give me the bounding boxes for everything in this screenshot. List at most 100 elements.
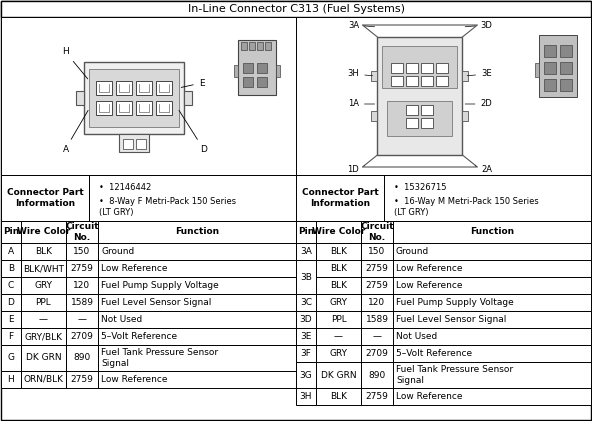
Text: Fuel Tank Pressure Sensor
Signal: Fuel Tank Pressure Sensor Signal [101, 348, 218, 368]
Text: 2759: 2759 [366, 281, 388, 290]
Text: •  15326715: • 15326715 [394, 184, 446, 192]
Bar [1, 311, 21, 328]
Bar [316, 345, 361, 362]
Text: •  12146442: • 12146442 [99, 184, 151, 192]
Bar [1, 277, 21, 294]
Text: 3F: 3F [301, 349, 311, 358]
Bar [98, 294, 296, 311]
Text: 1A: 1A [348, 99, 375, 109]
Text: Fuel Pump Supply Voltage: Fuel Pump Supply Voltage [396, 298, 514, 307]
Text: Not Used: Not Used [101, 315, 142, 324]
Bar [66, 294, 98, 311]
Text: GRY: GRY [330, 349, 348, 358]
Bar [1, 221, 21, 243]
Text: Low Reference: Low Reference [101, 264, 168, 273]
Bar [1, 328, 21, 345]
Text: 5–Volt Reference: 5–Volt Reference [101, 332, 177, 341]
Bar [296, 243, 316, 260]
Text: 1D: 1D [348, 165, 365, 173]
Bar [88, 69, 179, 127]
Bar [1, 17, 296, 175]
Bar [361, 328, 393, 345]
Text: BLK: BLK [330, 264, 347, 273]
Text: Ground: Ground [101, 247, 134, 256]
Bar [296, 260, 316, 294]
Bar [66, 221, 98, 243]
Bar [560, 45, 572, 57]
Bar [89, 175, 296, 221]
Bar [98, 260, 296, 277]
Bar [422, 117, 433, 128]
Text: GRY/BLK: GRY/BLK [24, 332, 63, 341]
Bar [118, 134, 149, 152]
Bar [406, 117, 419, 128]
Bar [296, 294, 316, 311]
Text: 2A: 2A [475, 165, 492, 173]
Bar [257, 77, 267, 87]
Bar [361, 345, 393, 362]
Bar [393, 221, 591, 243]
Text: —: — [372, 332, 381, 341]
Bar [66, 345, 98, 371]
Text: Connector Part
Information: Connector Part Information [7, 188, 83, 208]
Text: 120: 120 [73, 281, 91, 290]
Bar [393, 345, 591, 362]
Bar [296, 311, 316, 328]
Bar [316, 277, 361, 294]
Text: 3D: 3D [300, 315, 313, 324]
Text: ORN/BLK: ORN/BLK [24, 375, 63, 384]
Text: 5–Volt Reference: 5–Volt Reference [396, 349, 472, 358]
Bar [371, 71, 378, 81]
Bar [21, 345, 66, 371]
Text: 3G: 3G [300, 370, 313, 379]
Text: —: — [334, 332, 343, 341]
Bar [391, 75, 403, 85]
Bar [544, 62, 556, 74]
Text: Circuit
No.: Circuit No. [65, 222, 99, 242]
Bar [238, 40, 276, 95]
Bar [361, 294, 393, 311]
Bar [296, 345, 316, 362]
Bar [76, 91, 83, 105]
Text: 150: 150 [73, 247, 91, 256]
Bar [539, 35, 577, 97]
Bar [393, 388, 591, 405]
Text: 3E: 3E [300, 332, 311, 341]
Text: D: D [179, 110, 207, 154]
Text: Fuel Tank Pressure Sensor
Signal: Fuel Tank Pressure Sensor Signal [396, 365, 513, 385]
Text: 3E: 3E [467, 69, 492, 78]
Text: GRY: GRY [330, 298, 348, 307]
Bar [296, 221, 316, 243]
Text: •  16-Way M Metri-Pack 150 Series
(LT GRY): • 16-Way M Metri-Pack 150 Series (LT GRY… [394, 197, 539, 217]
Bar [243, 63, 253, 73]
Bar [184, 91, 191, 105]
Bar [316, 362, 361, 388]
Bar [66, 260, 98, 277]
Text: Connector Part
Information: Connector Part Information [302, 188, 378, 208]
Text: Fuel Level Sensor Signal: Fuel Level Sensor Signal [396, 315, 506, 324]
Bar [436, 75, 448, 85]
Bar [393, 311, 591, 328]
Text: C: C [8, 281, 14, 290]
Bar [361, 311, 393, 328]
Bar [1, 294, 21, 311]
Text: 2759: 2759 [366, 392, 388, 401]
Text: Function: Function [470, 227, 514, 237]
Bar [316, 388, 361, 405]
Bar [393, 362, 591, 388]
Text: Wire Color: Wire Color [17, 227, 70, 237]
Text: G: G [8, 354, 14, 362]
Text: A: A [62, 110, 88, 154]
Bar [123, 139, 133, 149]
Bar [257, 63, 267, 73]
Text: 3B: 3B [300, 272, 312, 282]
Text: Fuel Level Sensor Signal: Fuel Level Sensor Signal [101, 298, 211, 307]
Bar [393, 294, 591, 311]
Text: BLK: BLK [330, 247, 347, 256]
Bar [296, 17, 591, 175]
Text: 3H: 3H [348, 69, 372, 78]
Bar [316, 243, 361, 260]
Text: 890: 890 [73, 354, 91, 362]
Bar [393, 277, 591, 294]
Text: Pin: Pin [3, 227, 19, 237]
